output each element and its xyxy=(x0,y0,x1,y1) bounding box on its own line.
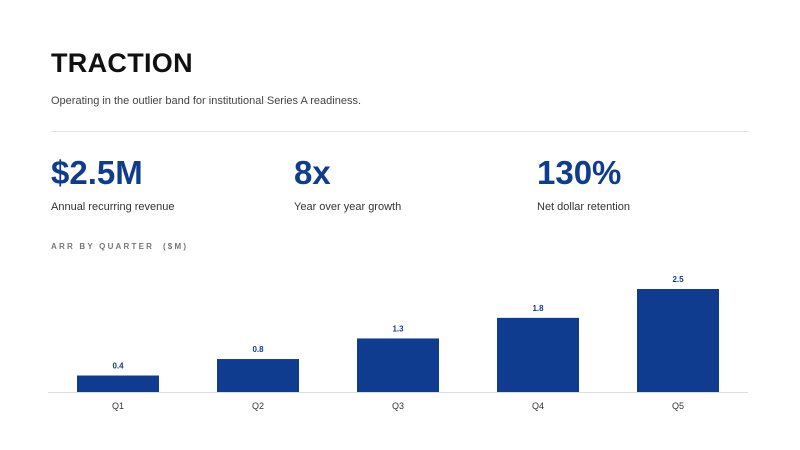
x-tick-label: Q2 xyxy=(252,401,264,411)
metric-value: 130% xyxy=(537,154,622,191)
chart-title: ARR BY QUARTER ($M) xyxy=(51,242,189,251)
divider xyxy=(51,131,749,132)
bar-value-label: 1.8 xyxy=(532,304,544,313)
bar-q3 xyxy=(357,338,439,392)
slide-title: TRACTION xyxy=(51,48,193,78)
bar-value-label: 2.5 xyxy=(672,275,684,284)
x-tick-label: Q4 xyxy=(532,401,544,411)
bar-q5 xyxy=(637,289,719,392)
bar-q2 xyxy=(217,359,299,392)
metric-growth: 8x Year over year growth xyxy=(294,154,401,214)
x-tick-label: Q1 xyxy=(112,401,124,411)
slide-subtitle: Operating in the outlier band for instit… xyxy=(51,95,362,107)
bar-value-label: 0.4 xyxy=(112,362,124,371)
metric-ndr: 130% Net dollar retention xyxy=(537,154,630,214)
metric-value: $2.5M xyxy=(51,154,143,191)
x-tick-label: Q5 xyxy=(672,401,684,411)
metric-label: Annual recurring revenue xyxy=(51,201,175,213)
metric-value: 8x xyxy=(294,154,331,191)
bar-value-label: 0.8 xyxy=(252,345,264,354)
x-tick-label: Q3 xyxy=(392,401,404,411)
bar-q4 xyxy=(497,317,579,392)
bar-q1 xyxy=(77,375,159,392)
bar-value-label: 1.3 xyxy=(392,324,404,333)
metric-label: Net dollar retention xyxy=(537,201,630,213)
metric-label: Year over year growth xyxy=(294,201,402,213)
metric-arr: $2.5M Annual recurring revenue xyxy=(51,154,175,214)
